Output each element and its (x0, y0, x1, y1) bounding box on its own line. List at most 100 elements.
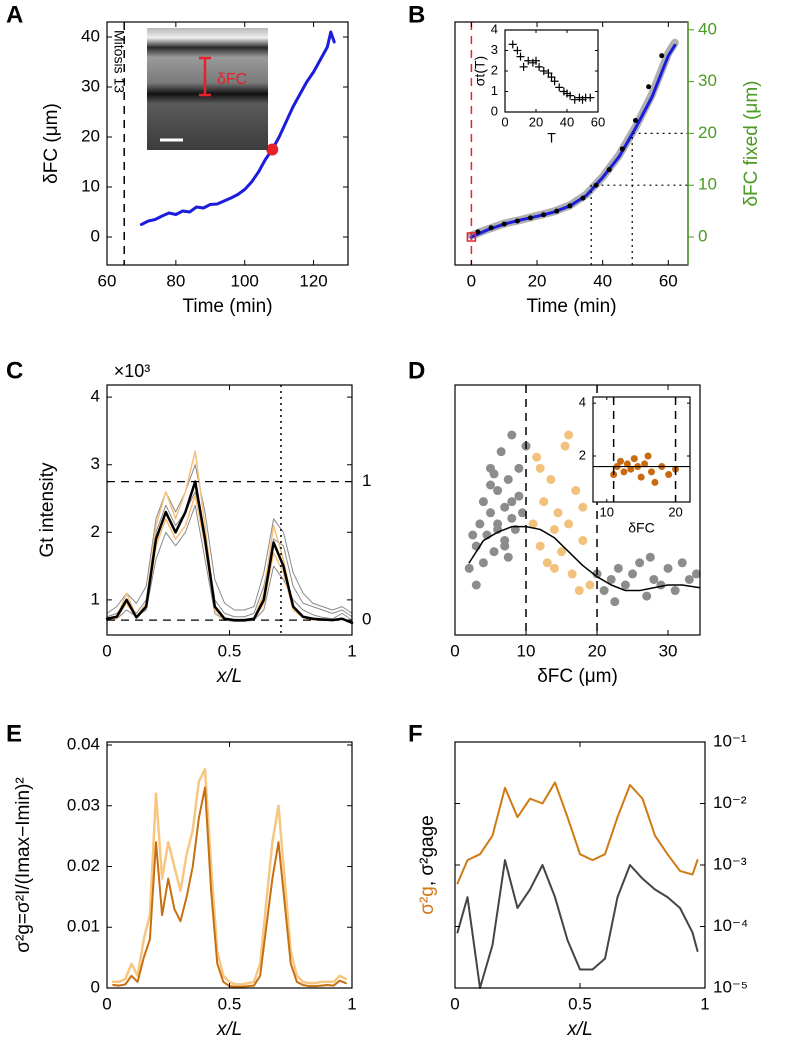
data-point (542, 558, 552, 568)
plot-area (593, 397, 690, 502)
x-axis-label: x/L (566, 1019, 592, 1040)
data-line (105, 480, 354, 625)
data-point (641, 460, 649, 468)
data-point (564, 519, 574, 529)
data-point (684, 574, 694, 584)
plus-marker (532, 56, 540, 65)
x-axis-label: δFC (μm) (537, 666, 618, 687)
data-point (541, 212, 547, 218)
data-point (539, 497, 549, 507)
y-tick-label: 1 (491, 83, 498, 98)
y-axis-label-part: , σ²gage (417, 815, 438, 886)
x-tick-label: 20 (668, 504, 682, 519)
data-point (647, 468, 655, 476)
data-point (619, 146, 625, 152)
data-point (574, 586, 584, 596)
data-line (468, 525, 701, 592)
y-tick-label: 0 (491, 103, 498, 118)
plus-marker (535, 62, 544, 71)
x-tick-label: 80 (166, 271, 185, 290)
data-point (496, 447, 506, 457)
x-tick-label: 20 (528, 271, 547, 290)
data-line (456, 781, 699, 885)
x-axis-label: Time (min) (526, 296, 616, 317)
y-tick-label: 4 (91, 387, 100, 406)
data-point (557, 547, 567, 557)
data-point (486, 508, 496, 518)
y-tick-label: 10⁻³ (713, 854, 747, 873)
data-point (599, 586, 609, 596)
y-tick-label: 2 (491, 62, 498, 77)
y-axis-label-part: σ²g (417, 886, 438, 915)
y-tick-label: 3 (91, 454, 100, 473)
data-point (644, 452, 652, 460)
data-point (623, 460, 631, 468)
plus-marker (508, 40, 517, 49)
y-axis-label: σ²g, σ²gage (417, 815, 438, 915)
y-axis-label: δFC (μm) (41, 103, 62, 184)
y2-tick-label: 40 (698, 19, 717, 38)
reference-label: 0 (362, 610, 371, 629)
y-axis-label: σ²g=σ²I/(Imax−Imin)² (13, 777, 34, 952)
data-point (478, 558, 488, 568)
data-point (627, 465, 635, 473)
panel-letter: C (6, 357, 23, 384)
data-point (507, 430, 517, 440)
data-point (567, 203, 573, 209)
data-point (645, 552, 655, 562)
data-point (478, 497, 488, 507)
y-tick-label: 0.02 (67, 856, 100, 875)
data-point (549, 524, 559, 534)
data-point (535, 463, 545, 473)
x-axis-label: x/L (216, 1019, 242, 1040)
y2-axis-label: δFC fixed (μm) (741, 80, 762, 206)
data-point (488, 225, 494, 231)
x-tick-label: 60 (98, 271, 117, 290)
y-tick-label: 3 (491, 42, 498, 57)
guide-line (631, 132, 688, 265)
y-tick-label: 0 (91, 226, 100, 245)
data-line (106, 464, 353, 614)
y-tick-label: 40 (81, 26, 100, 45)
y-tick-label: 20 (81, 126, 100, 145)
y-tick-label: 0.04 (67, 735, 100, 754)
y-tick-label: 10⁻⁴ (713, 916, 748, 935)
x-tick-label: 0 (467, 271, 476, 290)
data-point (578, 536, 588, 546)
inset-image: δFC (147, 28, 268, 150)
x-tick-label: 0.5 (218, 994, 242, 1013)
x-tick-label: 40 (593, 271, 612, 290)
data-point (493, 519, 503, 529)
data-point (670, 586, 680, 596)
x-tick-label: 60 (591, 114, 605, 129)
data-point (546, 474, 556, 484)
annotation: Mitosis 13 (111, 30, 127, 93)
panel-letter: E (6, 720, 22, 747)
data-point (549, 563, 559, 573)
data-point (553, 508, 563, 518)
x-tick-label: 100 (231, 271, 259, 290)
plot-area (455, 742, 705, 988)
data-point (507, 513, 517, 523)
x-axis-label: x/L (216, 666, 242, 687)
data-point (620, 468, 628, 476)
data-point (475, 229, 481, 235)
data-point (620, 580, 630, 590)
data-point (606, 574, 616, 584)
data-point (489, 469, 499, 479)
y2-tick-label: 10 (698, 175, 717, 194)
data-point (642, 591, 652, 601)
data-point (560, 441, 570, 451)
data-point (489, 547, 499, 557)
data-point (585, 580, 595, 590)
data-point (514, 218, 520, 224)
x-tick-label: 0 (450, 994, 459, 1013)
data-point (464, 563, 474, 573)
plot-frame (454, 384, 701, 636)
plot-frame (106, 21, 349, 266)
y-tick-label: 10 (81, 176, 100, 195)
data-point (503, 552, 513, 562)
data-point (567, 569, 577, 579)
